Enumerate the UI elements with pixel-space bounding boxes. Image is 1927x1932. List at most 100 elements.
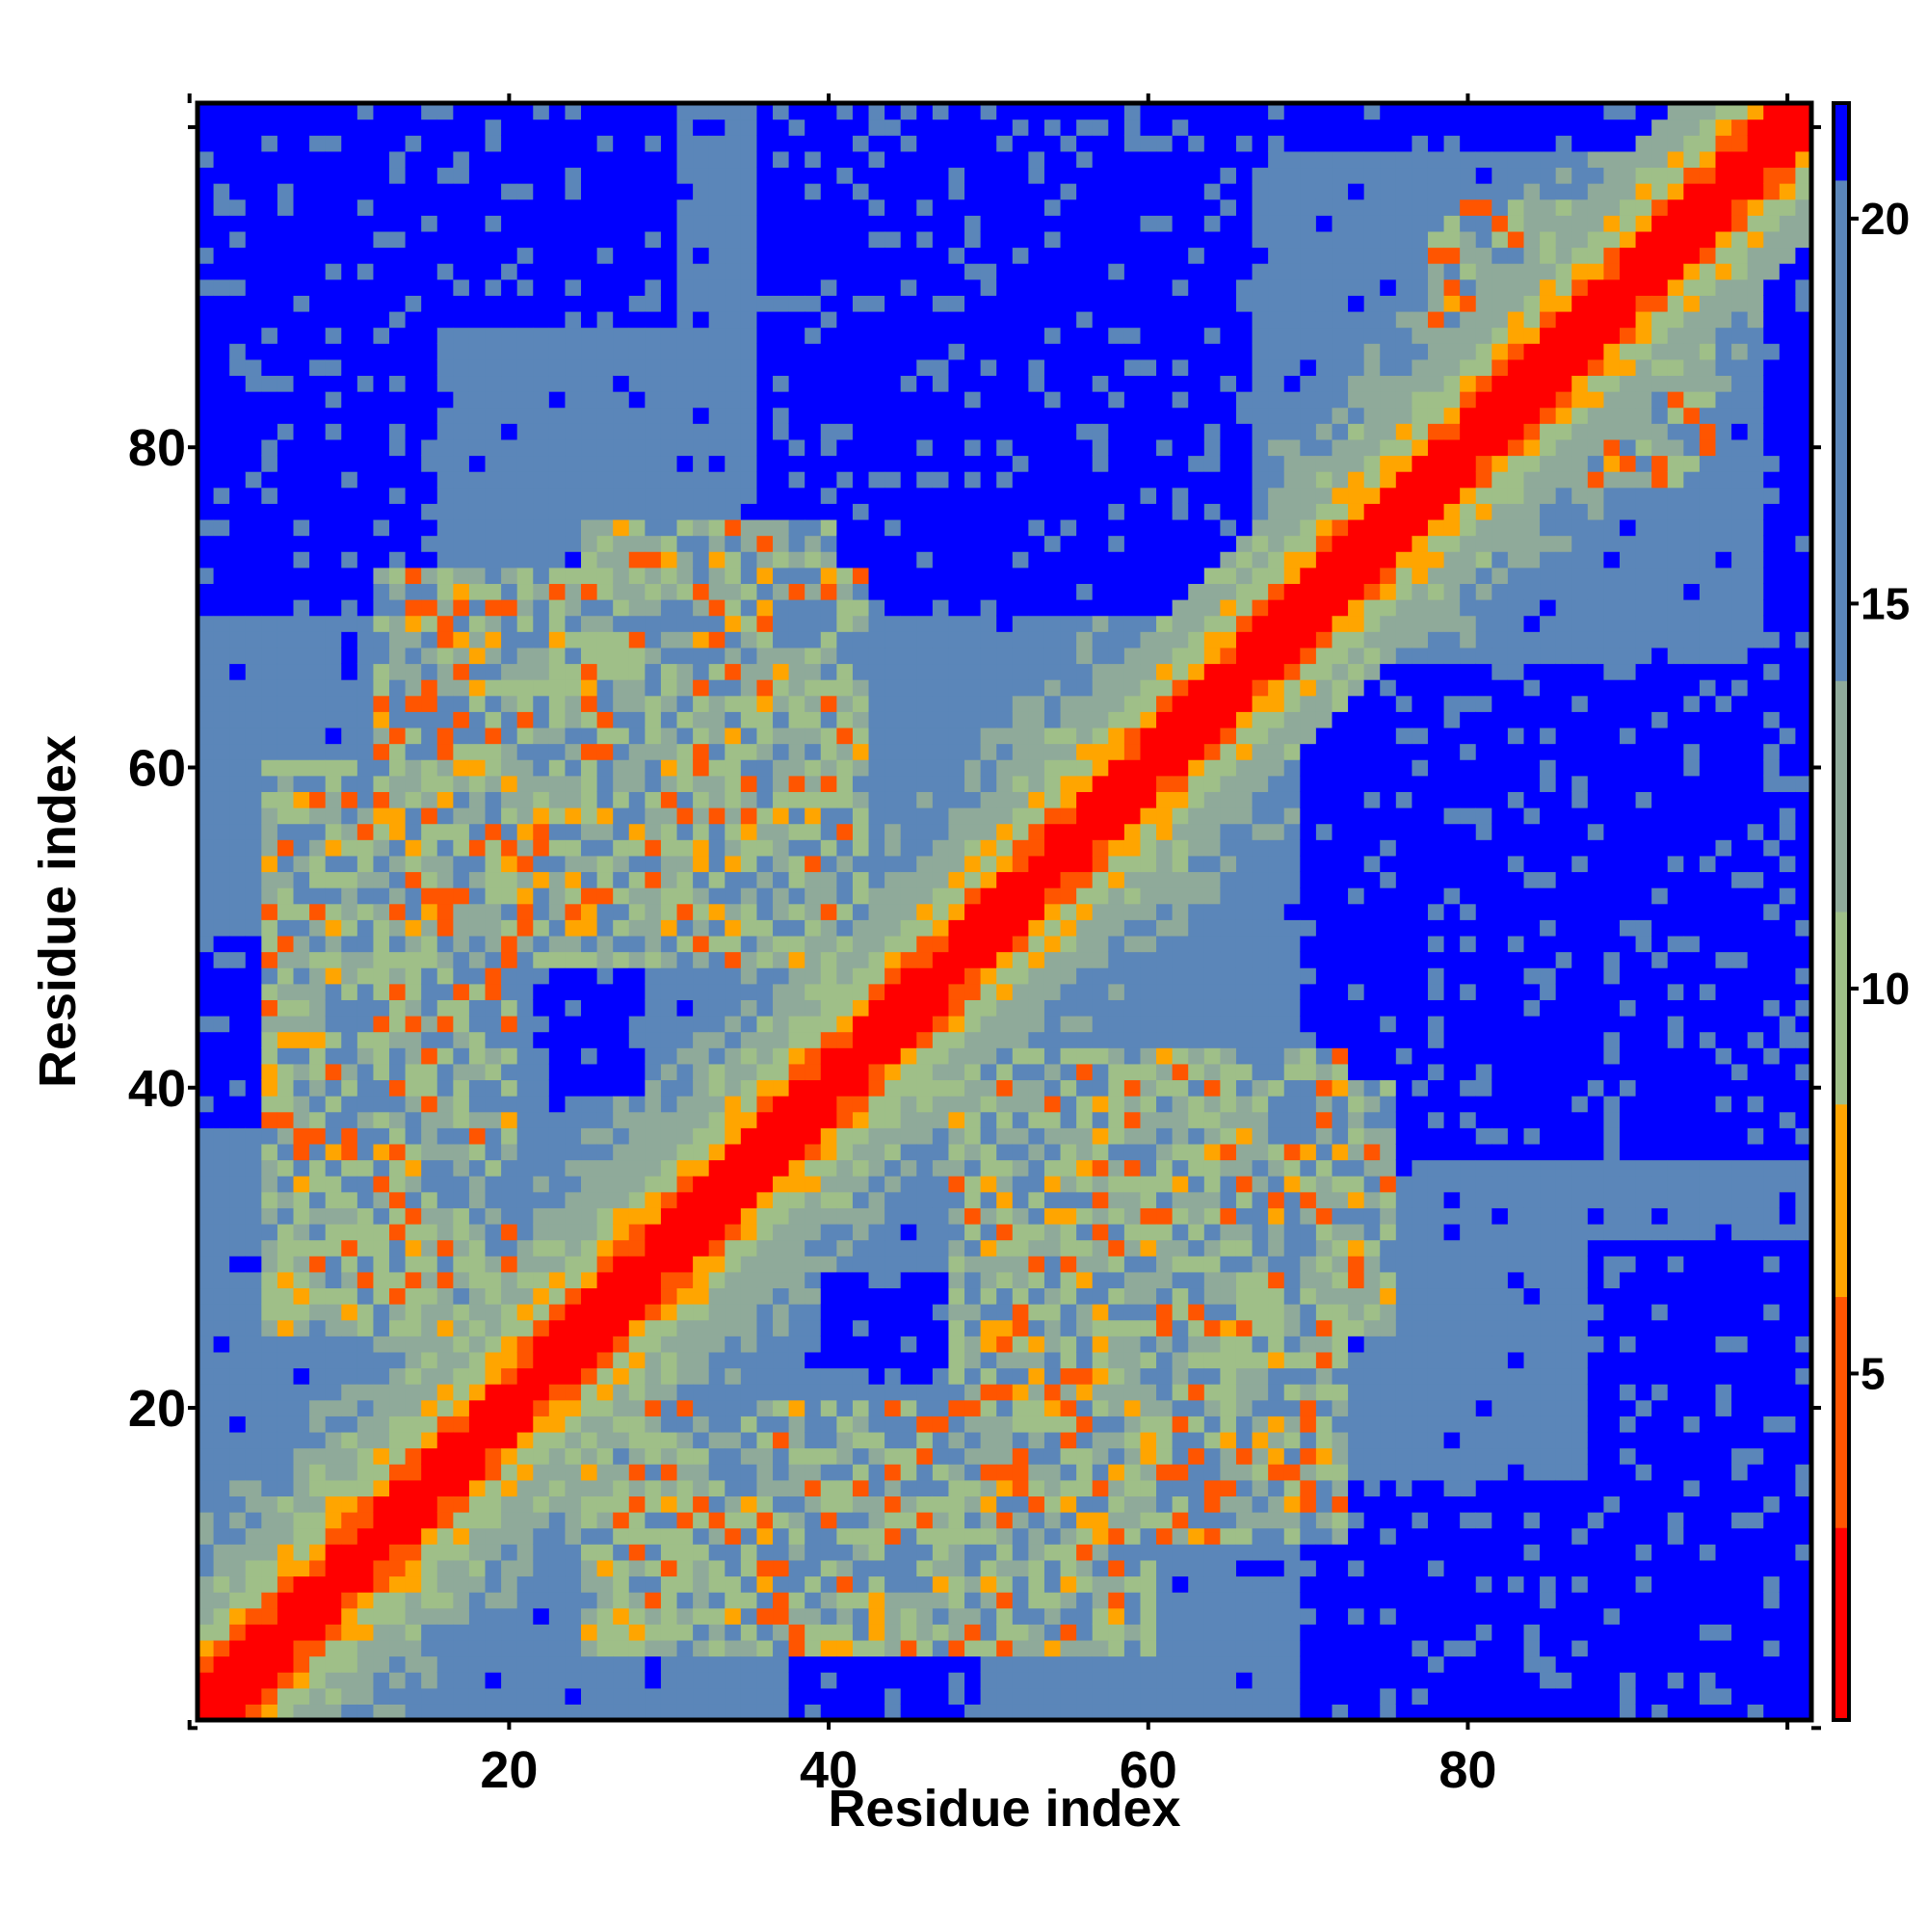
heatmap-cell	[581, 1527, 598, 1545]
heatmap-cell	[501, 855, 518, 873]
heatmap-cell	[468, 615, 487, 632]
heatmap-cell	[916, 711, 934, 728]
heatmap-cell	[980, 1416, 997, 1433]
heatmap-cell	[548, 1607, 567, 1625]
heatmap-cell	[628, 1239, 646, 1257]
heatmap-cell	[900, 1687, 917, 1705]
heatmap-cell	[900, 535, 917, 552]
heatmap-cell	[693, 1351, 710, 1369]
heatmap-cell	[788, 327, 805, 344]
heatmap-cell	[277, 727, 295, 745]
heatmap-cell	[501, 518, 518, 537]
heatmap-cell	[676, 823, 694, 840]
heatmap-cell	[277, 487, 295, 504]
heatmap-cell	[740, 230, 758, 249]
heatmap-cell	[628, 1256, 646, 1273]
heatmap-cell	[645, 1512, 662, 1529]
heatmap-cell	[708, 310, 726, 329]
heatmap-cell	[725, 1256, 742, 1273]
heatmap-cell	[884, 1479, 902, 1496]
heatmap-cell	[693, 1176, 710, 1193]
heatmap-cell	[645, 247, 662, 264]
heatmap-cell	[788, 983, 805, 1000]
heatmap-cell	[805, 1447, 822, 1465]
heatmap-cell	[596, 1655, 614, 1673]
heatmap-cell	[389, 1239, 407, 1257]
heatmap-cell	[820, 1527, 837, 1545]
heatmap-cell	[565, 887, 582, 905]
heatmap-cell	[628, 1336, 646, 1353]
heatmap-cell	[805, 455, 822, 472]
heatmap-cell	[916, 951, 934, 968]
heatmap-cell	[645, 1592, 662, 1609]
heatmap-cell	[277, 695, 295, 712]
heatmap-cell	[676, 198, 694, 216]
heatmap-cell	[245, 1384, 262, 1401]
heatmap-cell	[453, 407, 470, 424]
heatmap-cell	[468, 1512, 487, 1529]
heatmap-cell	[932, 1687, 950, 1705]
heatmap-cell	[373, 1624, 390, 1641]
heatmap-cell	[501, 535, 518, 552]
heatmap-cell	[756, 1271, 774, 1289]
heatmap-cell	[325, 791, 342, 808]
heatmap-cell	[373, 967, 390, 985]
heatmap-cell	[708, 423, 726, 440]
heatmap-cell	[756, 167, 774, 184]
heatmap-cell	[516, 263, 534, 280]
heatmap-cell	[325, 1287, 342, 1305]
heatmap-cell	[788, 103, 805, 120]
heatmap-cell	[756, 358, 774, 377]
heatmap-cell	[868, 438, 885, 457]
heatmap-cell	[533, 1464, 550, 1481]
heatmap-cell	[805, 1384, 822, 1401]
heatmap-cell	[436, 327, 454, 344]
heatmap-cell	[548, 983, 567, 1000]
heatmap-cell	[405, 1256, 422, 1273]
heatmap-cell	[277, 391, 295, 409]
heatmap-cell	[693, 1096, 710, 1113]
heatmap-cell	[565, 1271, 582, 1289]
heatmap-cell	[581, 103, 598, 120]
heatmap-cell	[613, 487, 630, 504]
heatmap-cell	[581, 438, 598, 457]
heatmap-cell	[773, 903, 790, 920]
heatmap-cell	[356, 230, 375, 249]
heatmap-cell	[756, 599, 774, 617]
heatmap-cell	[613, 1304, 630, 1321]
heatmap-cell	[773, 1223, 790, 1241]
heatmap-cell	[980, 1384, 997, 1401]
heatmap-cell	[805, 1111, 822, 1128]
heatmap-cell	[261, 1704, 278, 1721]
heatmap-cell	[773, 471, 790, 489]
heatmap-cell	[645, 1271, 662, 1289]
heatmap-cell	[725, 391, 742, 409]
heatmap-cell	[245, 1079, 262, 1097]
heatmap-cell	[693, 887, 710, 905]
heatmap-cell	[932, 535, 950, 552]
heatmap-cell	[565, 1607, 582, 1625]
heatmap-cell	[277, 743, 295, 760]
heatmap-cell	[198, 1351, 215, 1369]
heatmap-cell	[613, 647, 630, 665]
heatmap-cell	[740, 1447, 758, 1465]
heatmap-cell	[613, 1544, 630, 1561]
heatmap-cell	[261, 887, 278, 905]
heatmap-cell	[198, 1256, 215, 1273]
heatmap-cell	[676, 775, 694, 792]
heatmap-cell	[277, 375, 295, 392]
heatmap-cell	[213, 1143, 230, 1161]
heatmap-cell	[453, 358, 470, 377]
heatmap-cell	[325, 183, 342, 200]
heatmap-cell	[373, 935, 390, 953]
heatmap-cell	[852, 183, 870, 200]
heatmap-cell	[373, 1256, 390, 1273]
heatmap-cell	[293, 1319, 310, 1337]
heatmap-cell	[820, 839, 837, 857]
heatmap-cell	[660, 551, 678, 569]
heatmap-cell	[836, 135, 854, 152]
heatmap-cell	[516, 295, 534, 312]
heatmap-cell	[516, 1447, 534, 1465]
heatmap-cell	[198, 1399, 215, 1416]
heatmap-cell	[277, 599, 295, 617]
